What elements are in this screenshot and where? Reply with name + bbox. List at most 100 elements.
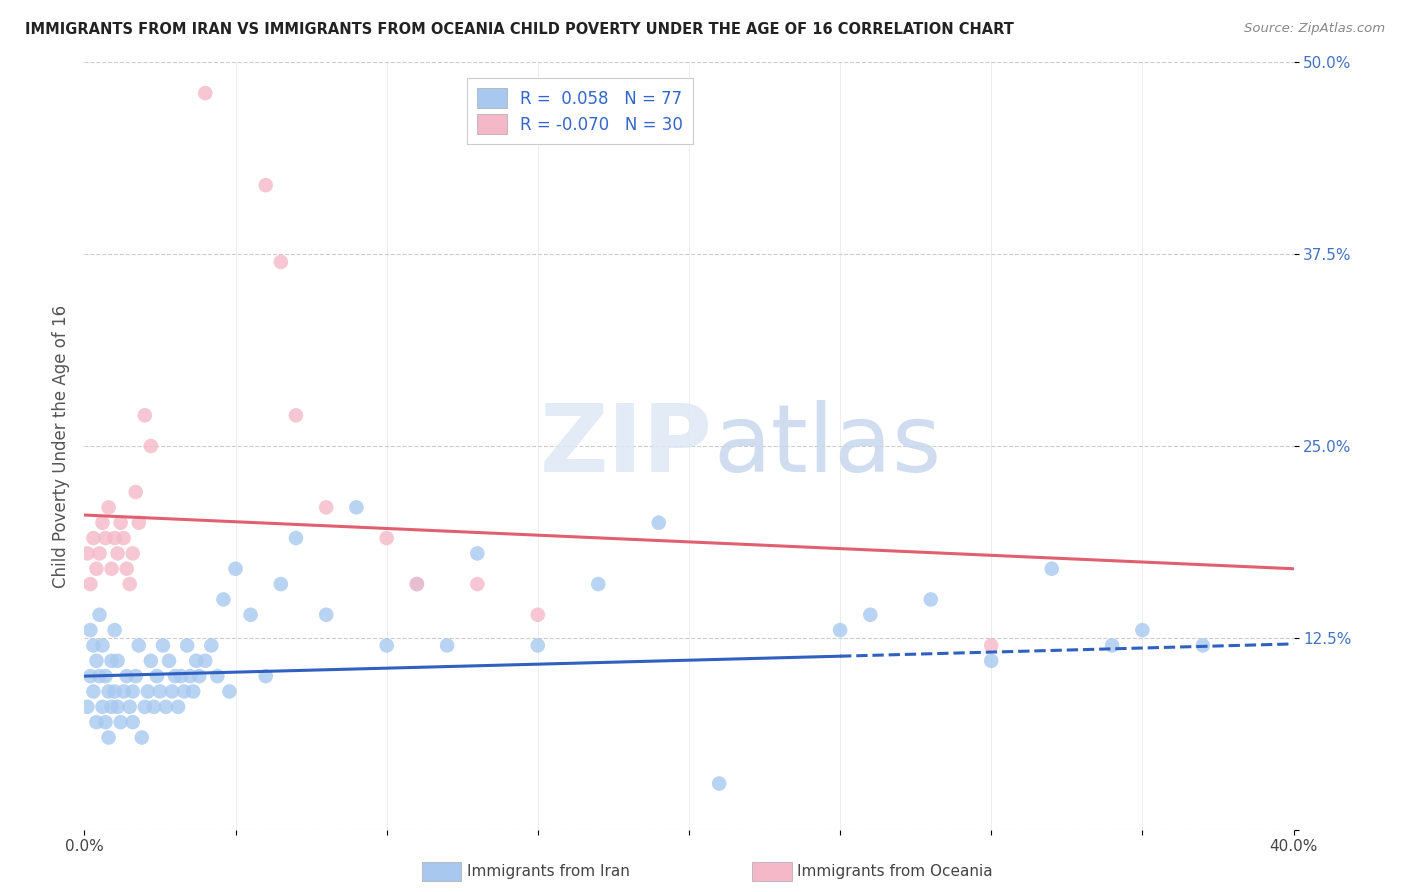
Point xyxy=(346,500,368,515)
Point xyxy=(207,669,229,683)
Point xyxy=(181,684,204,698)
Point xyxy=(146,669,169,683)
Text: atlas: atlas xyxy=(713,400,942,492)
Point xyxy=(121,715,143,730)
Point xyxy=(91,699,114,714)
Point xyxy=(160,684,183,698)
Point xyxy=(97,731,120,745)
Point xyxy=(107,654,129,668)
Text: Immigrants from Oceania: Immigrants from Oceania xyxy=(797,864,993,879)
Point xyxy=(157,654,180,668)
Point xyxy=(165,669,187,683)
Point xyxy=(76,699,98,714)
Point xyxy=(527,607,550,622)
Point xyxy=(100,699,122,714)
Point xyxy=(1192,639,1215,653)
Point xyxy=(125,485,148,500)
Point xyxy=(270,577,292,591)
Point xyxy=(115,669,138,683)
Point xyxy=(194,86,217,100)
Point xyxy=(91,639,114,653)
Text: Immigrants from Iran: Immigrants from Iran xyxy=(467,864,630,879)
Point xyxy=(82,684,104,698)
Point xyxy=(100,562,122,576)
Point xyxy=(830,623,852,637)
Point xyxy=(97,500,120,515)
Point xyxy=(285,531,308,545)
Point xyxy=(104,623,127,637)
Point xyxy=(94,715,117,730)
Point xyxy=(212,592,235,607)
Text: IMMIGRANTS FROM IRAN VS IMMIGRANTS FROM OCEANIA CHILD POVERTY UNDER THE AGE OF 1: IMMIGRANTS FROM IRAN VS IMMIGRANTS FROM … xyxy=(25,22,1014,37)
Point xyxy=(86,654,108,668)
Y-axis label: Child Poverty Under the Age of 16: Child Poverty Under the Age of 16 xyxy=(52,304,70,588)
Point xyxy=(139,439,162,453)
Point xyxy=(375,639,398,653)
Point xyxy=(285,409,308,423)
Point xyxy=(128,639,150,653)
Point xyxy=(128,516,150,530)
Point xyxy=(112,531,135,545)
Point xyxy=(527,639,550,653)
Point xyxy=(118,699,141,714)
Text: ZIP: ZIP xyxy=(540,400,713,492)
Point xyxy=(375,531,398,545)
Point xyxy=(1101,639,1123,653)
Point xyxy=(149,684,172,698)
Legend: R =  0.058   N = 77, R = -0.070   N = 30: R = 0.058 N = 77, R = -0.070 N = 30 xyxy=(467,78,693,144)
Point xyxy=(82,531,104,545)
Point xyxy=(239,607,262,622)
Point xyxy=(131,731,153,745)
Point xyxy=(1130,623,1153,637)
Point xyxy=(125,669,148,683)
Point xyxy=(121,546,143,560)
Point xyxy=(859,607,882,622)
Point xyxy=(134,699,156,714)
Point xyxy=(155,699,177,714)
Point xyxy=(79,623,101,637)
Point xyxy=(121,684,143,698)
Point xyxy=(139,654,162,668)
Point xyxy=(186,654,208,668)
Point xyxy=(152,639,174,653)
Point xyxy=(76,546,98,560)
Point xyxy=(406,577,429,591)
Point xyxy=(115,562,138,576)
Point xyxy=(270,255,292,269)
Point xyxy=(467,546,489,560)
Point xyxy=(179,669,201,683)
Point xyxy=(91,516,114,530)
Point xyxy=(118,577,141,591)
Point xyxy=(254,669,277,683)
Point xyxy=(980,639,1002,653)
Point xyxy=(94,669,117,683)
Point xyxy=(315,500,337,515)
Point xyxy=(89,669,111,683)
Point xyxy=(467,577,489,591)
Point xyxy=(406,577,429,591)
Point xyxy=(218,684,240,698)
Point xyxy=(173,684,195,698)
Point xyxy=(194,654,217,668)
Point xyxy=(94,531,117,545)
Point xyxy=(315,607,337,622)
Point xyxy=(89,607,111,622)
Point xyxy=(79,669,101,683)
Point xyxy=(97,684,120,698)
Point xyxy=(100,654,122,668)
Point xyxy=(79,577,101,591)
Point xyxy=(225,562,247,576)
Point xyxy=(188,669,211,683)
Point xyxy=(436,639,458,653)
Point xyxy=(200,639,222,653)
Point xyxy=(107,699,129,714)
Point xyxy=(107,546,129,560)
Point xyxy=(709,776,731,790)
Point xyxy=(167,699,190,714)
Point xyxy=(170,669,193,683)
Point xyxy=(142,699,165,714)
Point xyxy=(136,684,159,698)
Point xyxy=(104,684,127,698)
Point xyxy=(110,516,132,530)
Point xyxy=(648,516,671,530)
